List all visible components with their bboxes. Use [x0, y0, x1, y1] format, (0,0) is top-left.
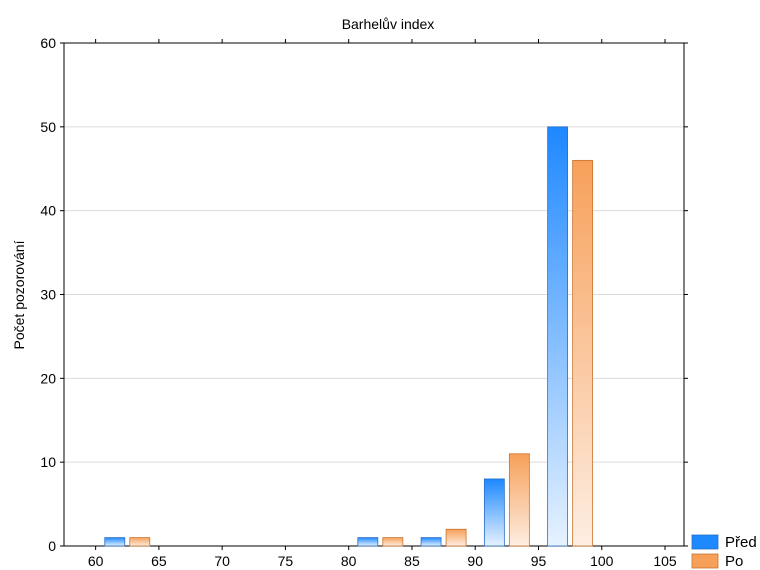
- bar-po: [572, 159, 594, 547]
- y-tick-label: 50: [40, 119, 56, 135]
- x-tick-label: 75: [278, 553, 294, 569]
- bar-po: [445, 528, 467, 547]
- x-tick-label: 85: [404, 553, 420, 569]
- x-tick-label: 90: [467, 553, 483, 569]
- bar-po: [129, 537, 151, 547]
- axis-ticks: 0 10 20 30 40 50 60 60 65 70 75 80 85 90 95 100 105: [40, 35, 688, 569]
- y-tick-label: 10: [40, 454, 56, 470]
- legend-label-po: Po: [725, 553, 743, 570]
- y-tick-label: 0: [48, 538, 56, 554]
- x-tick-label: 105: [653, 553, 677, 569]
- x-tick-label: 80: [341, 553, 357, 569]
- x-tick-label: 60: [88, 553, 104, 569]
- bar-pred: [483, 478, 505, 547]
- legend-swatch-pred: [691, 534, 719, 550]
- bar-pred: [357, 537, 379, 547]
- bar-po: [508, 453, 530, 547]
- bar-pred: [420, 537, 442, 547]
- chart-title: Barhelův index: [342, 16, 435, 32]
- bar-pred: [104, 537, 126, 547]
- x-tick-label: 95: [531, 553, 547, 569]
- y-tick-label: 20: [40, 370, 56, 386]
- x-tick-label: 100: [590, 553, 614, 569]
- legend-swatch-po: [691, 553, 719, 569]
- bar-po: [382, 537, 404, 547]
- x-tick-label: 70: [214, 553, 230, 569]
- y-tick-label: 40: [40, 203, 56, 219]
- y-tick-label: 60: [40, 35, 56, 51]
- bars: [104, 126, 594, 547]
- legend-label-pred: Před: [725, 534, 757, 551]
- x-tick-label: 65: [151, 553, 167, 569]
- y-tick-label: 30: [40, 287, 56, 303]
- legend: Před Po: [691, 534, 757, 570]
- bar-pred: [547, 126, 569, 547]
- y-axis-label: Počet pozorování: [11, 240, 27, 349]
